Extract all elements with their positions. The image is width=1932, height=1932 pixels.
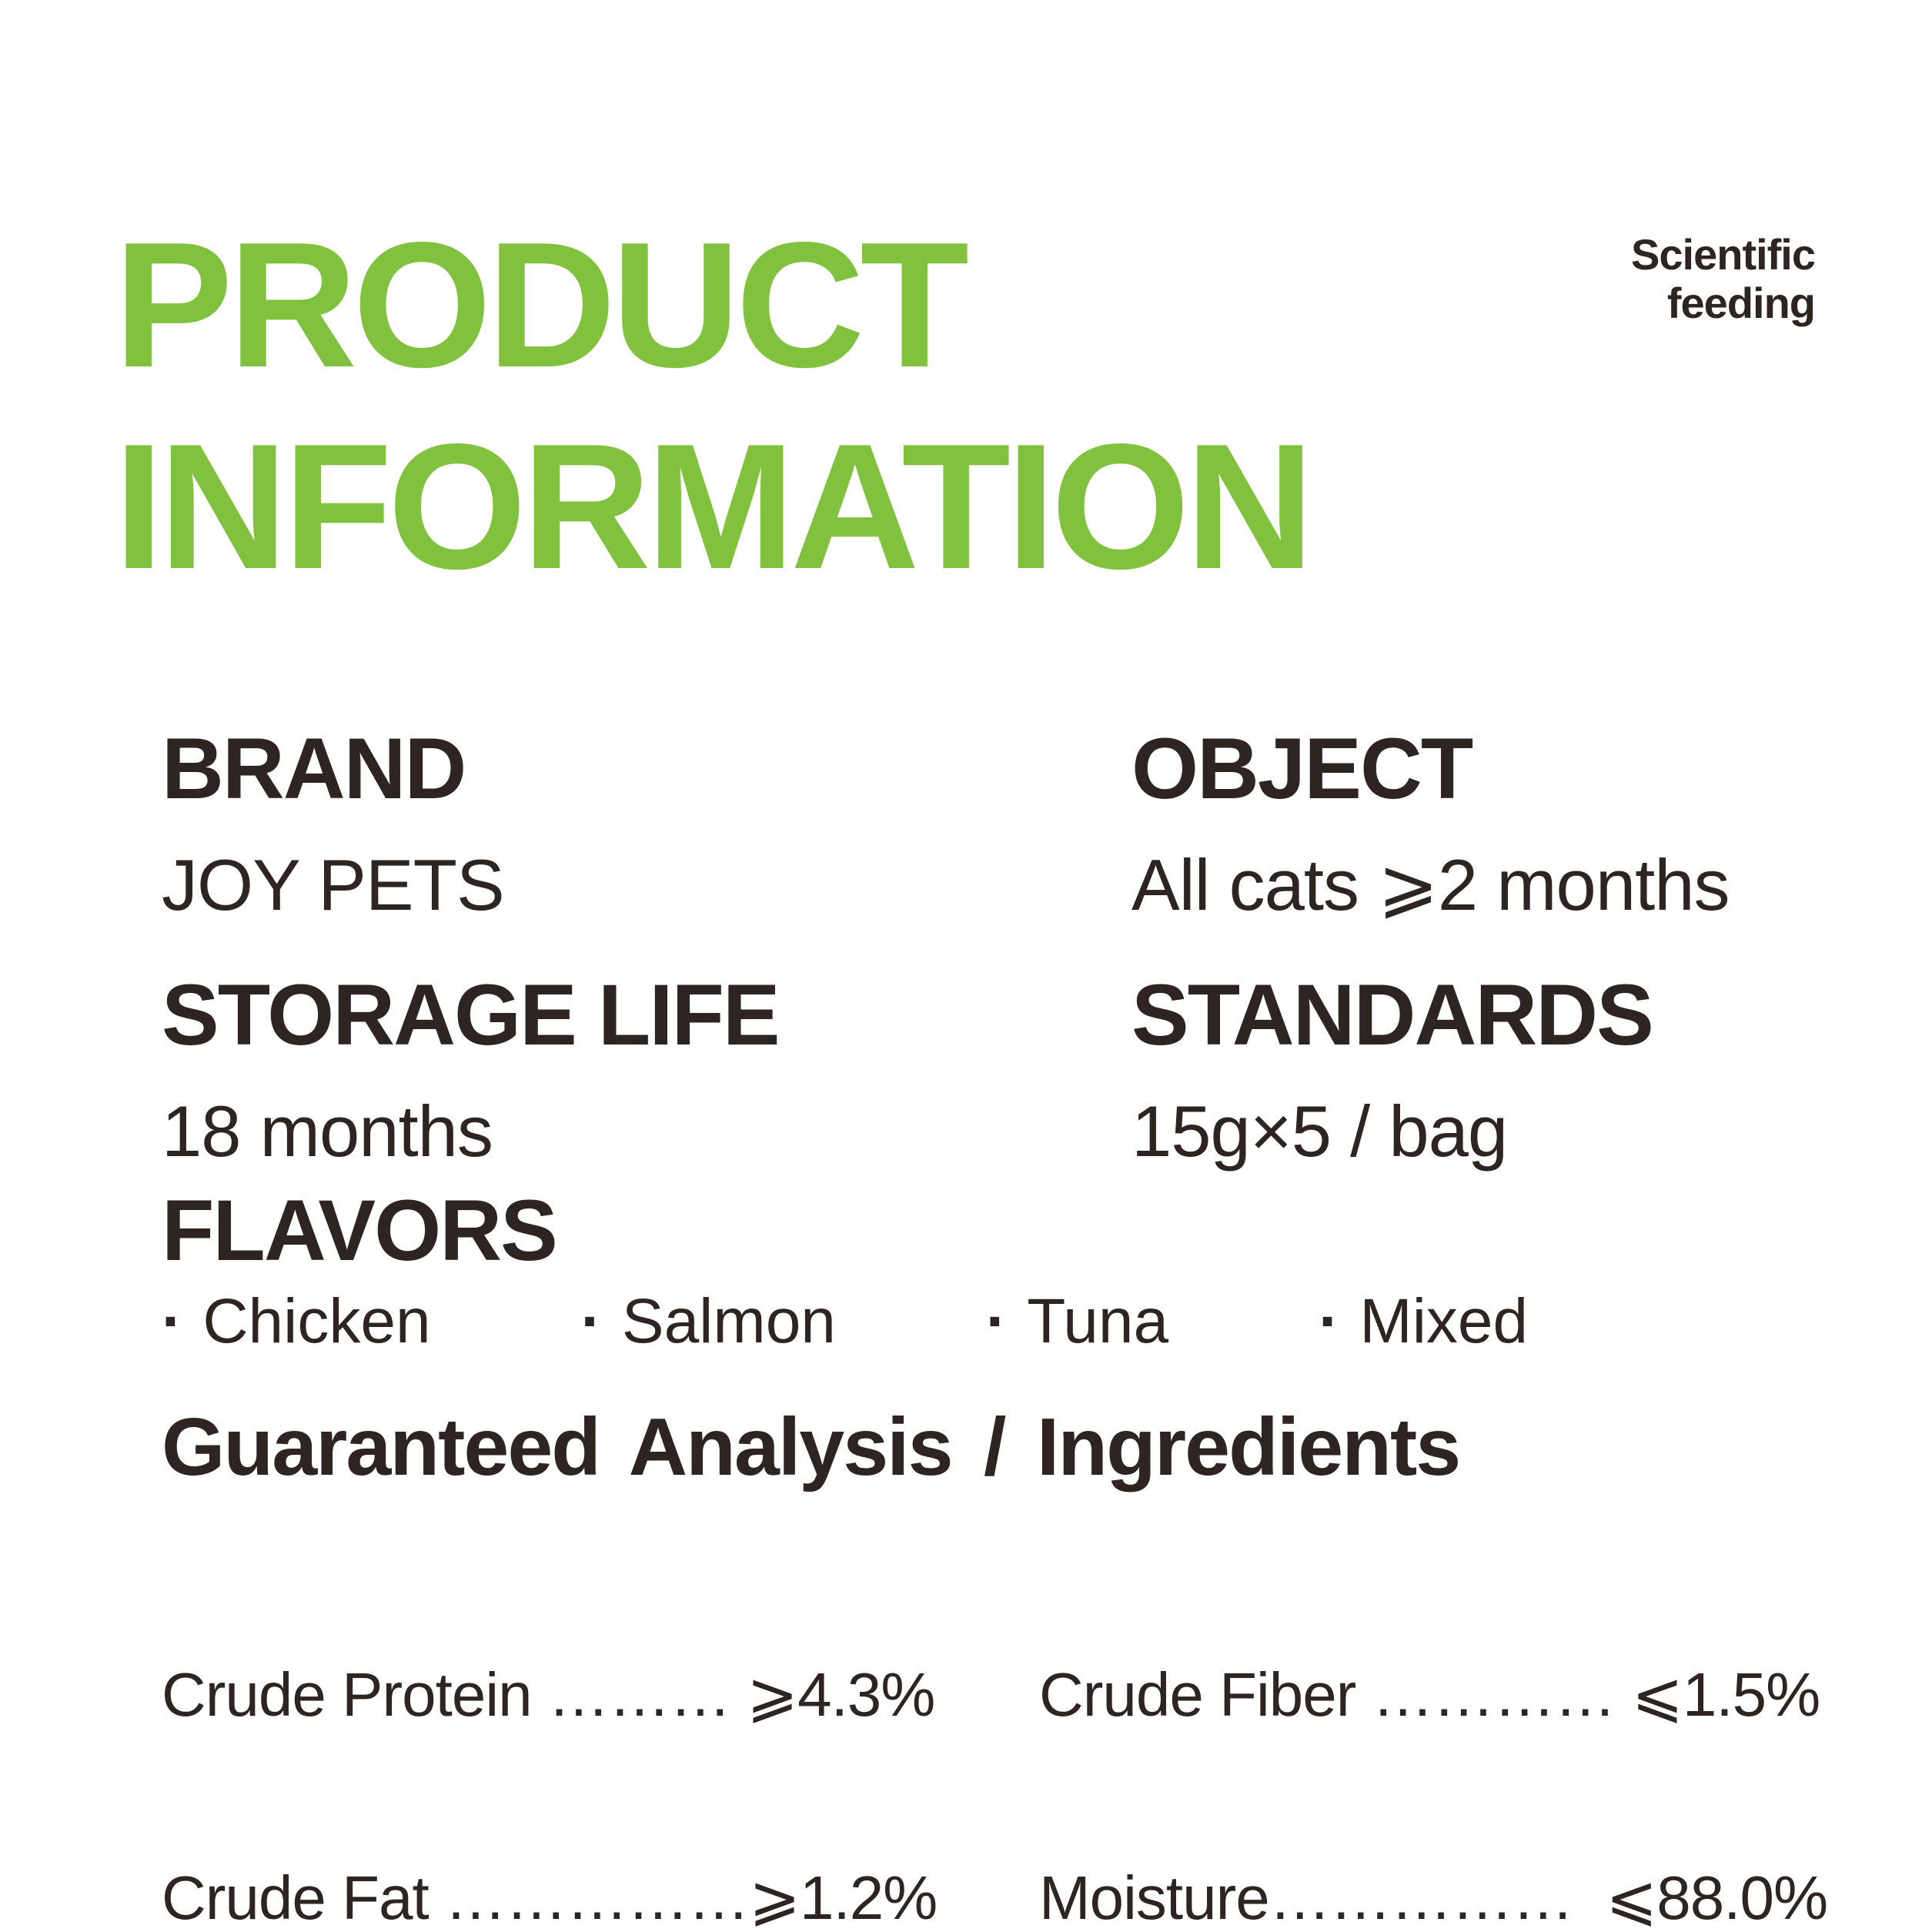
page-title-line2: INFORMATION [114,407,1314,607]
section-storage-life: STORAGE LIFE 18 months [162,966,780,1173]
flavors-heading: FLAVORS [162,1182,558,1279]
analysis-value: ⩽88.0% [1606,1863,1828,1932]
analysis-label: Moisture [1039,1863,1270,1932]
analysis-value: ⩾4.3% [747,1660,935,1729]
standards-heading: STANDARDS [1131,967,1654,1063]
flavor-item: · Mixed [1319,1284,1528,1359]
section-object: OBJECT All cats ⩾2 months [1131,720,1730,927]
analysis-column-right: Crude Fiber ………… ⩽1.5% Moisture…………… ⩽88… [1039,1526,1828,1932]
section-standards: STANDARDS 15g×5 / bag [1131,966,1654,1173]
page-title: PRODUCT INFORMATION [114,205,1314,608]
object-heading: OBJECT [1131,720,1473,817]
brand-heading: BRAND [162,720,466,817]
flavor-item: · Tuna [986,1284,1168,1359]
flavor-label: Tuna [1027,1286,1169,1356]
bullet-icon: · [1319,1286,1340,1356]
analysis-leader: …………… [428,1863,750,1932]
flavor-label: Salmon [621,1286,836,1356]
analysis-label: Crude Protein [162,1660,533,1729]
storage-life-heading: STORAGE LIFE [162,967,780,1063]
analysis-row: Crude Protein ……… ⩾4.3% [162,1661,937,1729]
section-brand: BRAND JOY PETS [162,720,505,927]
analysis-value: ⩽1.5% [1631,1660,1820,1729]
flavor-item: · Salmon [581,1284,836,1359]
analysis-label: Crude Fiber [1039,1660,1356,1729]
analysis-leader: ………… [1355,1660,1632,1729]
analysis-leader: …………… [1269,1863,1606,1932]
section-flavors: FLAVORS [162,1182,558,1281]
analysis-row: Crude Fat ……………⩾1.2% [162,1863,938,1932]
flavor-label: Chicken [202,1286,431,1356]
analysis-column-left: Crude Protein ……… ⩾4.3% Crude Fat ……………⩾… [162,1526,938,1932]
analysis-leader: ……… [531,1660,747,1729]
bullet-icon: · [162,1286,183,1356]
analysis-value: ⩾1.2% [748,1863,938,1932]
flavor-item: · Chicken [162,1284,431,1359]
bullet-icon: · [985,1286,1008,1356]
storage-life-value: 18 months [162,1090,493,1172]
tagline-line1: Scientific [1631,230,1816,279]
standards-value: 15g×5 / bag [1131,1090,1508,1172]
object-value: All cats ⩾2 months [1131,844,1730,925]
flavor-label: Mixed [1359,1286,1529,1356]
brand-value: JOY PETS [162,844,505,925]
analysis-label: Crude Fat [162,1863,430,1932]
guaranteed-analysis-heading: Guaranteed Analysis / Ingredients [162,1402,1461,1492]
page-title-line1: PRODUCT [114,206,969,405]
tagline-line2: feeding [1666,278,1816,327]
tagline: Scientific feeding [1631,230,1816,327]
bullet-icon: · [580,1286,602,1356]
analysis-row: Crude Fiber ………… ⩽1.5% [1039,1661,1827,1729]
analysis-row: Moisture…………… ⩽88.0% [1039,1863,1828,1932]
flavor-list: · Chicken · Salmon · Tuna · Mixed [162,1284,1528,1359]
